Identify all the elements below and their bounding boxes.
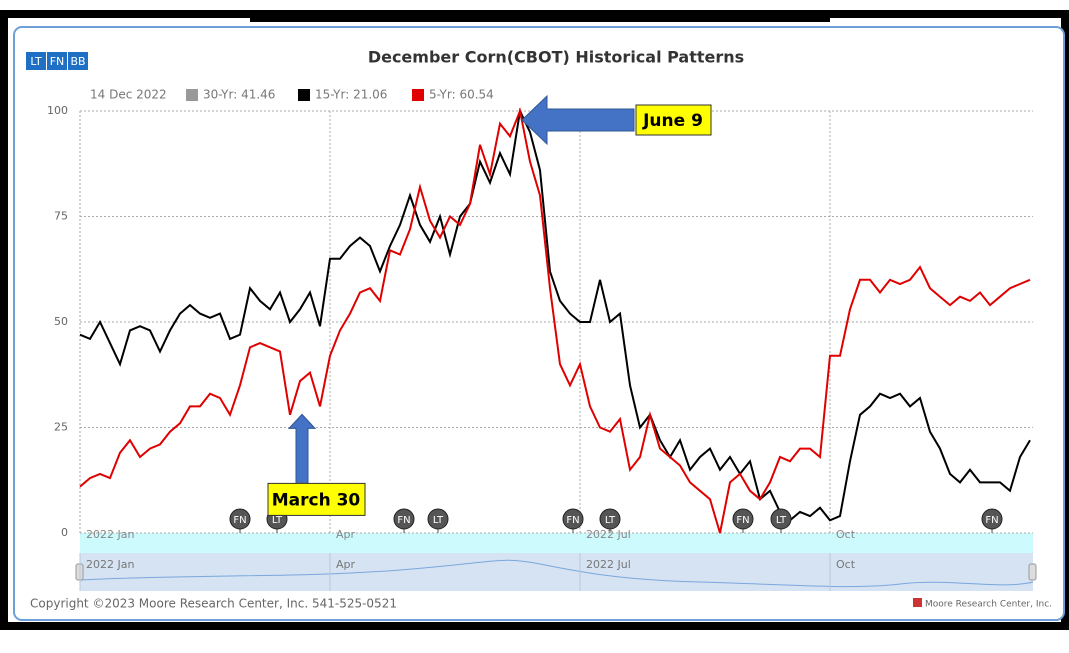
toolbar-label[interactable]: FN xyxy=(50,55,65,68)
event-marker[interactable] xyxy=(732,508,754,530)
y-tick-label: 0 xyxy=(61,526,68,539)
event-label[interactable]: LT xyxy=(605,515,616,526)
navigator xyxy=(80,553,1033,591)
brand-logo xyxy=(913,598,922,607)
toolbar-button[interactable] xyxy=(47,52,67,70)
annotation-text: March 30 xyxy=(272,490,361,510)
legend-label[interactable]: 30-Yr: 41.46 xyxy=(203,88,275,102)
event-label[interactable]: FN xyxy=(397,515,410,526)
toolbar-button[interactable] xyxy=(26,52,46,70)
event-marker[interactable] xyxy=(229,508,251,530)
event-label[interactable]: FN xyxy=(233,515,246,526)
legend-swatch[interactable] xyxy=(298,89,310,101)
series-line xyxy=(79,107,1031,522)
event-label[interactable]: LT xyxy=(433,515,444,526)
y-tick-label: 100 xyxy=(47,104,68,117)
x-tick-label: Apr xyxy=(336,528,356,541)
brand: Moore Research Center, Inc. xyxy=(925,600,1052,610)
axis-band xyxy=(80,533,1033,553)
event-label[interactable]: LT xyxy=(272,515,283,526)
annotation-text: June 9 xyxy=(642,111,703,131)
toolbar-label[interactable]: LT xyxy=(30,55,42,68)
top-bar xyxy=(250,14,830,22)
series-line xyxy=(79,107,1031,534)
toolbar-label[interactable]: BB xyxy=(70,55,85,68)
navigator-label: 2022 Jan xyxy=(86,558,134,571)
x-tick-label: 2022 Jul xyxy=(586,528,631,541)
event-marker[interactable] xyxy=(599,508,621,530)
y-tick-label: 25 xyxy=(54,421,68,434)
event-label[interactable]: LT xyxy=(776,515,787,526)
y-tick-label: 50 xyxy=(54,315,68,328)
event-label[interactable]: FN xyxy=(566,515,579,526)
event-marker[interactable] xyxy=(427,508,449,530)
y-tick-label: 75 xyxy=(54,210,68,223)
event-marker[interactable] xyxy=(393,508,415,530)
annotation-box xyxy=(267,482,366,516)
x-tick-label: 2022 Jan xyxy=(86,528,134,541)
event-label[interactable]: FN xyxy=(736,515,749,526)
navigator-label: 2022 Jul xyxy=(586,558,631,571)
event-marker[interactable] xyxy=(770,508,792,530)
navigator-handle[interactable] xyxy=(1028,563,1037,581)
toolbar-button[interactable] xyxy=(68,52,88,70)
copyright: Copyright ©2023 Moore Research Center, I… xyxy=(30,597,397,611)
legend-swatch[interactable] xyxy=(412,89,424,101)
navigator-label: Apr xyxy=(336,558,356,571)
legend-swatch[interactable] xyxy=(186,89,198,101)
legend-label[interactable]: 5-Yr: 60.54 xyxy=(429,88,494,102)
event-label[interactable]: FN xyxy=(985,515,998,526)
navigator-line xyxy=(79,559,1034,588)
panel xyxy=(13,26,1065,621)
legend-label[interactable]: 15-Yr: 21.06 xyxy=(315,88,387,102)
navigator-label: Oct xyxy=(836,558,856,571)
annotation-box xyxy=(635,104,712,136)
annotation-arrow xyxy=(521,94,635,146)
chart-title: December Corn(CBOT) Historical Patterns xyxy=(368,48,744,67)
event-marker[interactable] xyxy=(981,508,1003,530)
legend-date: 14 Dec 2022 xyxy=(90,88,167,102)
x-tick-label: Oct xyxy=(836,528,856,541)
event-marker[interactable] xyxy=(562,508,584,530)
